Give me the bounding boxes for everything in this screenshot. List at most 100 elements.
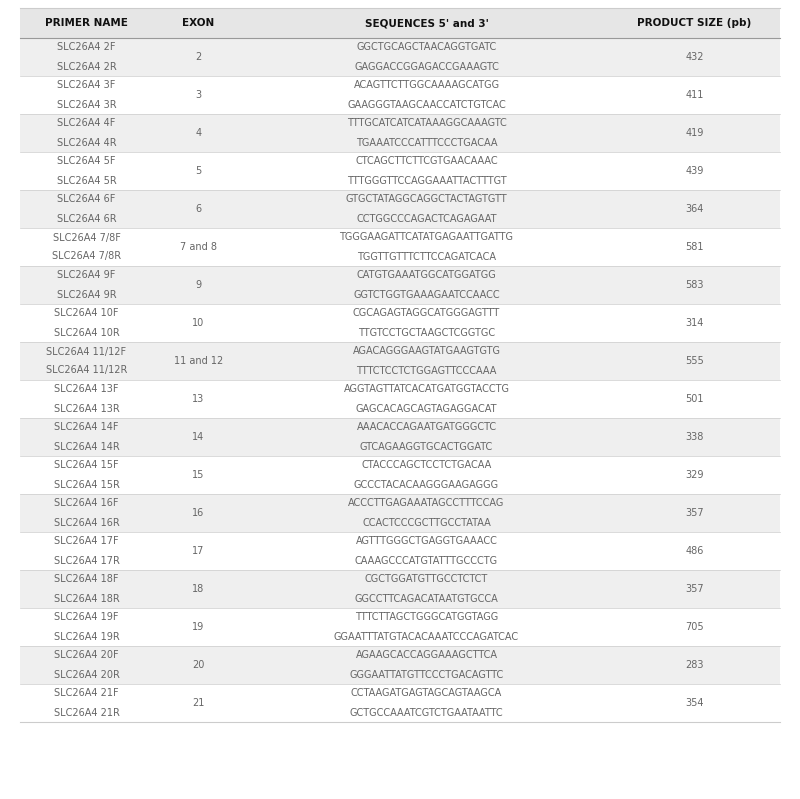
Text: SLC26A4 3R: SLC26A4 3R: [57, 100, 116, 109]
Text: GGTCTGGTGAAAGAATCCAACC: GGTCTGGTGAAAGAATCCAACC: [353, 289, 500, 300]
Text: TTTCTCCTCTGGAGTTCCCAAA: TTTCTCCTCTGGAGTTCCCAAA: [356, 365, 497, 376]
Text: SLC26A4 18F: SLC26A4 18F: [54, 574, 118, 585]
Text: 6: 6: [195, 204, 202, 214]
Bar: [20, 608, 780, 646]
Text: CCTGGCCCAGACTCAGAGAAT: CCTGGCCCAGACTCAGAGAAT: [356, 213, 497, 224]
Text: CTACCCAGCTCCTCTGACAA: CTACCCAGCTCCTCTGACAA: [362, 460, 492, 471]
Text: PRODUCT SIZE (pb): PRODUCT SIZE (pb): [638, 18, 752, 28]
Text: 357: 357: [685, 584, 704, 594]
Text: 3: 3: [195, 90, 202, 100]
Bar: [20, 342, 780, 380]
Text: SLC26A4 6F: SLC26A4 6F: [58, 194, 116, 205]
Text: SLC26A4 10F: SLC26A4 10F: [54, 308, 118, 319]
Text: 2: 2: [195, 52, 202, 62]
Bar: [20, 570, 780, 608]
Text: GAGGACCGGAGACCGAAAGTC: GAGGACCGGAGACCGAAAGTC: [354, 62, 499, 71]
Bar: [20, 380, 780, 418]
Text: TGGTTGTTTCTTCCAGATCACA: TGGTTGTTTCTTCCAGATCACA: [357, 252, 496, 261]
Bar: [20, 494, 780, 532]
Text: 338: 338: [686, 432, 704, 442]
Text: SLC26A4 2F: SLC26A4 2F: [58, 42, 116, 53]
Text: SLC26A4 15R: SLC26A4 15R: [54, 479, 119, 490]
Text: 5: 5: [195, 166, 202, 176]
Text: SLC26A4 18R: SLC26A4 18R: [54, 594, 119, 603]
Text: ACCCTTGAGAAATAGCCTTTCCAG: ACCCTTGAGAAATAGCCTTTCCAG: [348, 499, 505, 508]
Text: CTCAGCTTCTTCGTGAACAAAC: CTCAGCTTCTTCGTGAACAAAC: [355, 157, 498, 166]
Bar: [20, 190, 780, 228]
Text: SLC26A4 6R: SLC26A4 6R: [57, 213, 116, 224]
Bar: [20, 152, 780, 190]
Text: TTGTCCTGCTAAGCTCGGTGC: TTGTCCTGCTAAGCTCGGTGC: [358, 328, 495, 337]
Text: SLC26A4 5F: SLC26A4 5F: [58, 157, 116, 166]
Text: SLC26A4 17F: SLC26A4 17F: [54, 536, 119, 547]
Text: AGGTAGTTATCACATGATGGTACCTG: AGGTAGTTATCACATGATGGTACCTG: [343, 384, 510, 395]
Bar: [20, 38, 780, 76]
Text: CCACTCCCGCTTGCCTATAA: CCACTCCCGCTTGCCTATAA: [362, 518, 491, 527]
Text: TTTCTTAGCTGGGCATGGTAGG: TTTCTTAGCTGGGCATGGTAGG: [355, 613, 498, 622]
Text: TGGGAAGATTCATATGAGAATTGATTG: TGGGAAGATTCATATGAGAATTGATTG: [339, 233, 514, 243]
Text: AGACAGGGAAGTATGAAGTGTG: AGACAGGGAAGTATGAAGTGTG: [353, 347, 501, 356]
Text: 314: 314: [686, 318, 704, 328]
Text: AGAAGCACCAGGAAAGCTTCA: AGAAGCACCAGGAAAGCTTCA: [355, 650, 498, 661]
Bar: [20, 304, 780, 342]
Text: 20: 20: [192, 660, 205, 670]
Text: 13: 13: [192, 394, 205, 404]
Text: SLC26A4 4F: SLC26A4 4F: [58, 118, 116, 129]
Text: ACAGTTCTTGGCAAAAGCATGG: ACAGTTCTTGGCAAAAGCATGG: [354, 81, 499, 90]
Text: 705: 705: [685, 622, 704, 632]
Text: 283: 283: [686, 660, 704, 670]
Text: GAGCACAGCAGTAGAGGACAT: GAGCACAGCAGTAGAGGACAT: [356, 403, 498, 414]
Text: SLC26A4 9R: SLC26A4 9R: [57, 289, 116, 300]
Text: GTCAGAAGGTGCACTGGATC: GTCAGAAGGTGCACTGGATC: [360, 442, 493, 451]
Text: 10: 10: [192, 318, 205, 328]
Text: CGCAGAGTAGGCATGGGAGTTT: CGCAGAGTAGGCATGGGAGTTT: [353, 308, 500, 319]
Text: SLC26A4 5R: SLC26A4 5R: [57, 176, 116, 185]
Text: AGTTTGGGCTGAGGTGAAACC: AGTTTGGGCTGAGGTGAAACC: [355, 536, 498, 547]
Text: 16: 16: [192, 508, 205, 518]
Text: 486: 486: [686, 546, 704, 556]
Text: 18: 18: [192, 584, 205, 594]
Text: GGAATTTATGTACACAAATCCCAGATCAC: GGAATTTATGTACACAAATCCCAGATCAC: [334, 631, 519, 642]
Text: SEQUENCES 5' and 3': SEQUENCES 5' and 3': [365, 18, 489, 28]
Text: 439: 439: [686, 166, 704, 176]
Text: 583: 583: [686, 280, 704, 290]
Text: CGCTGGATGTTGCCTCTCT: CGCTGGATGTTGCCTCTCT: [365, 574, 488, 585]
Text: SLC26A4 11/12R: SLC26A4 11/12R: [46, 365, 127, 376]
Bar: [20, 228, 780, 266]
Text: SLC26A4 20F: SLC26A4 20F: [54, 650, 119, 661]
Text: SLC26A4 13F: SLC26A4 13F: [54, 384, 118, 395]
Bar: [20, 418, 780, 456]
Text: SLC26A4 2R: SLC26A4 2R: [57, 62, 116, 71]
Text: 581: 581: [686, 242, 704, 252]
Text: PRIMER NAME: PRIMER NAME: [45, 18, 128, 28]
Text: 15: 15: [192, 470, 205, 480]
Text: CATGTGAAATGGCATGGATGG: CATGTGAAATGGCATGGATGG: [357, 271, 496, 280]
Text: 411: 411: [686, 90, 704, 100]
Text: SLC26A4 7/8F: SLC26A4 7/8F: [53, 233, 121, 243]
Text: GGGAATTATGTTCCCTGACAGTTC: GGGAATTATGTTCCCTGACAGTTC: [350, 670, 504, 679]
Text: 329: 329: [686, 470, 704, 480]
Text: SLC26A4 15F: SLC26A4 15F: [54, 460, 119, 471]
Text: SLC26A4 9F: SLC26A4 9F: [58, 271, 116, 280]
Text: 21: 21: [192, 698, 205, 708]
Text: SLC26A4 11/12F: SLC26A4 11/12F: [46, 347, 126, 356]
Text: GGCTGCAGCTAACAGGTGATC: GGCTGCAGCTAACAGGTGATC: [356, 42, 497, 53]
Bar: [20, 114, 780, 152]
Text: 19: 19: [192, 622, 205, 632]
Text: 501: 501: [686, 394, 704, 404]
Text: GGCCTTCAGACATAATGTGCCA: GGCCTTCAGACATAATGTGCCA: [354, 594, 498, 603]
Bar: [20, 266, 780, 304]
Text: SLC26A4 17R: SLC26A4 17R: [54, 555, 119, 566]
Text: 419: 419: [686, 128, 704, 138]
Text: SLC26A4 16R: SLC26A4 16R: [54, 518, 119, 527]
Text: SLC26A4 21F: SLC26A4 21F: [54, 689, 119, 698]
Text: 354: 354: [686, 698, 704, 708]
Text: 7 and 8: 7 and 8: [180, 242, 217, 252]
Text: 555: 555: [685, 356, 704, 366]
Bar: [20, 8, 780, 38]
Bar: [20, 646, 780, 684]
Text: 14: 14: [192, 432, 205, 442]
Text: SLC26A4 4R: SLC26A4 4R: [57, 137, 116, 148]
Text: TGAAATCCCATTTCCCTGACAA: TGAAATCCCATTTCCCTGACAA: [356, 137, 498, 148]
Text: CAAAGCCCATGTATTTGCCCTG: CAAAGCCCATGTATTTGCCCTG: [355, 555, 498, 566]
